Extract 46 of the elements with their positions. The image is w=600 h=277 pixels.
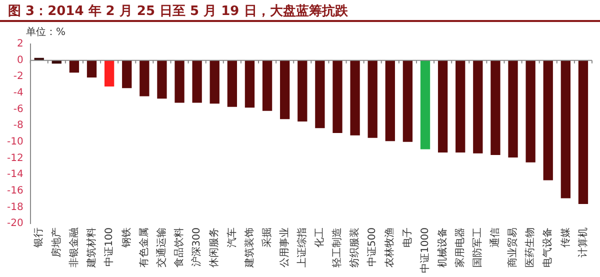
y-tick-label: -14 [6, 169, 24, 180]
y-tick-label: -4 [13, 88, 24, 99]
x-tick-label: 电子 [401, 228, 414, 248]
x-tick-label: 上证综指 [296, 228, 308, 268]
x-tick-label: 休闲服务 [208, 228, 220, 268]
x-tick-label: 传媒 [560, 228, 572, 248]
x-tick-label: 纺织服装 [348, 228, 361, 268]
x-tick-label: 有色金属 [138, 228, 150, 268]
x-tick-label: 银行 [34, 228, 45, 249]
x-tick-label: 机械设备 [436, 228, 448, 268]
x-tick-label: 汽车 [226, 228, 238, 248]
x-tick-label: 国防军工 [472, 228, 484, 268]
text: 单位：% [26, 26, 66, 39]
x-tick-label: 通信 [489, 228, 502, 248]
y-tick-label: -12 [6, 152, 24, 164]
x-tick-label: 商业贸易 [506, 228, 519, 268]
y-tick-label: -16 [6, 186, 24, 196]
x-tick-label: 医药生物 [524, 228, 536, 268]
x-tick-label: 家用电器 [454, 228, 466, 268]
x-tick-label: 电气设备 [542, 228, 554, 268]
x-tick-label: 钢铁 [120, 228, 132, 249]
x-tick-label: 交通运输 [156, 228, 168, 268]
chart-title: 图 3：2014 年 2 月 25 日至 5 月 19 日，大盘蓝筹抗跌 [0, 0, 600, 22]
x-tick-label: 建筑装饰 [243, 228, 256, 269]
x-tick-label: 中证500 [366, 228, 378, 267]
x-tick-label: 农林牧渔 [384, 228, 396, 268]
y-tick-label: -20 [6, 218, 24, 230]
y-tick-label: -8 [13, 120, 24, 132]
y-tick-label: -10 [6, 136, 24, 148]
x-tick-label: 轻工制造 [331, 228, 344, 268]
x-tick-label: 食品饮料 [173, 228, 186, 268]
y-tick-label: 0 [16, 54, 24, 66]
x-tick-label: 采掘 [260, 228, 273, 248]
x-tick-label: 非银金融 [68, 228, 80, 268]
x-tick-label: 沪深300 [190, 228, 203, 267]
x-tick-label: 中证1000 [418, 228, 431, 274]
y-tick-label: -2 [13, 71, 24, 82]
y-tick-label: -18 [6, 202, 24, 213]
x-tick-label: 计算机 [576, 228, 589, 258]
x-tick-label: 化工 [314, 228, 326, 248]
x-tick-label: 中证100 [102, 228, 115, 267]
y-tick-label: -6 [13, 104, 24, 115]
x-tick-label: 建筑材料 [85, 228, 98, 269]
x-tick-label: 公用事业 [278, 228, 290, 268]
x-tick-label: 房地产 [50, 228, 62, 258]
y-tick-label: 2 [16, 38, 24, 50]
